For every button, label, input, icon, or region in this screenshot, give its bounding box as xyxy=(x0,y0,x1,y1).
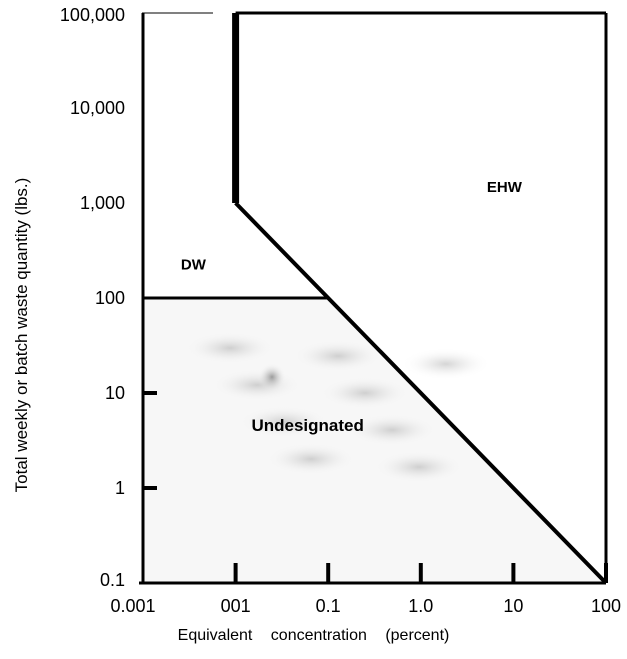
shading-blob xyxy=(239,406,329,438)
y-tick-label: 100 xyxy=(95,288,125,308)
undesignated-shading xyxy=(143,298,606,583)
y-tick-label: 10,000 xyxy=(70,98,125,118)
y-axis-label: Total weekly or batch waste quantity (lb… xyxy=(12,177,31,493)
region-label-dw: DW xyxy=(181,256,207,273)
boundary-lines xyxy=(143,13,608,585)
tick-labels: 0.001 001 0.1 1.0 10 100 0.1 1 10 100 1,000 10,000 1… xyxy=(60,5,621,616)
shading-blob xyxy=(374,451,464,483)
y-tick-label: 1 xyxy=(115,478,125,498)
x-tick-label: 0.1 xyxy=(316,596,341,616)
x-tick-label: 001 xyxy=(221,596,251,616)
x-axis-label: Equivalent concentration (percent) xyxy=(177,627,450,644)
ehw-diagonal-boundary xyxy=(234,201,608,585)
shading-blob xyxy=(185,332,275,364)
x-tick-label: 1.0 xyxy=(408,596,433,616)
axis-ticks xyxy=(143,391,608,583)
shading-blob xyxy=(401,348,491,380)
shading-blob xyxy=(266,443,356,475)
y-tick-label: 10 xyxy=(105,383,125,403)
shading-spot xyxy=(258,363,286,391)
region-label-undesignated: Undesignated xyxy=(251,416,363,435)
shading-blob xyxy=(347,414,437,446)
x-tick-label: 0.001 xyxy=(110,596,155,616)
y-tick-label: 1,000 xyxy=(80,193,125,213)
x-tick-label: 100 xyxy=(591,596,621,616)
shading-blob xyxy=(320,377,410,409)
y-tick-label: 0.1 xyxy=(100,570,125,590)
region-label-ehw: EHW xyxy=(487,179,523,196)
y-tick-label: 100,000 xyxy=(60,5,125,25)
region-labels: EHW DW Undesignated xyxy=(181,179,523,435)
shading-blob xyxy=(212,369,302,401)
x-tick-label: 10 xyxy=(503,596,523,616)
shading-blob xyxy=(293,340,383,372)
